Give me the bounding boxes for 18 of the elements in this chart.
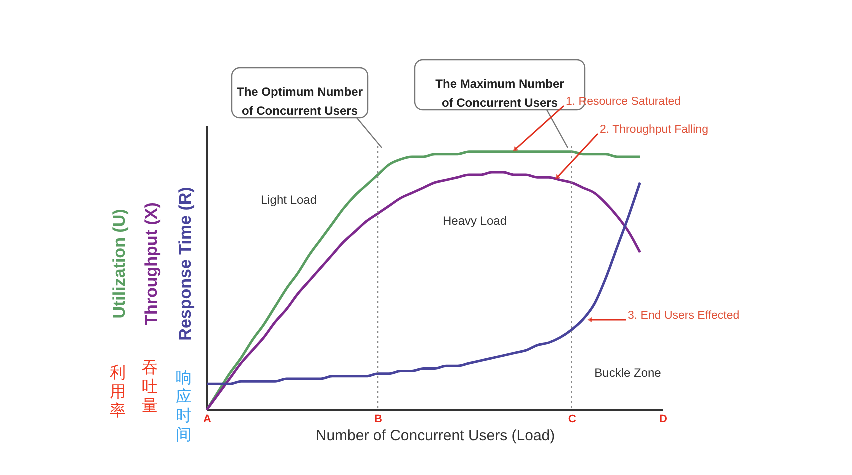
x-axis-title: Number of Concurrent Users (Load) — [316, 428, 556, 444]
text: 吞吐量 — [142, 358, 158, 415]
x-tick-label: A — [204, 414, 212, 426]
text: 利用率 — [110, 363, 126, 420]
x-tick-label: B — [374, 414, 383, 426]
text: The Optimum Number of Concurrent Users — [236, 85, 364, 118]
text: Utilization (U) — [110, 209, 129, 319]
text: Response Time (R) — [176, 187, 195, 341]
annotation: Buckle Zone — [594, 366, 662, 380]
text: The Maximum Number of Concurrent Users — [436, 77, 565, 110]
annotation: Light Load — [260, 193, 318, 207]
text: 响应时间 — [176, 368, 192, 444]
annotation: Heavy Load — [442, 214, 508, 228]
x-tick-label: D — [660, 414, 668, 426]
text: Throughput (X) — [142, 202, 161, 326]
x-tick-label: C — [568, 414, 576, 426]
text: 2. Throughput Falling — [600, 124, 708, 136]
annotation: 3. End Users Effected — [628, 310, 740, 322]
